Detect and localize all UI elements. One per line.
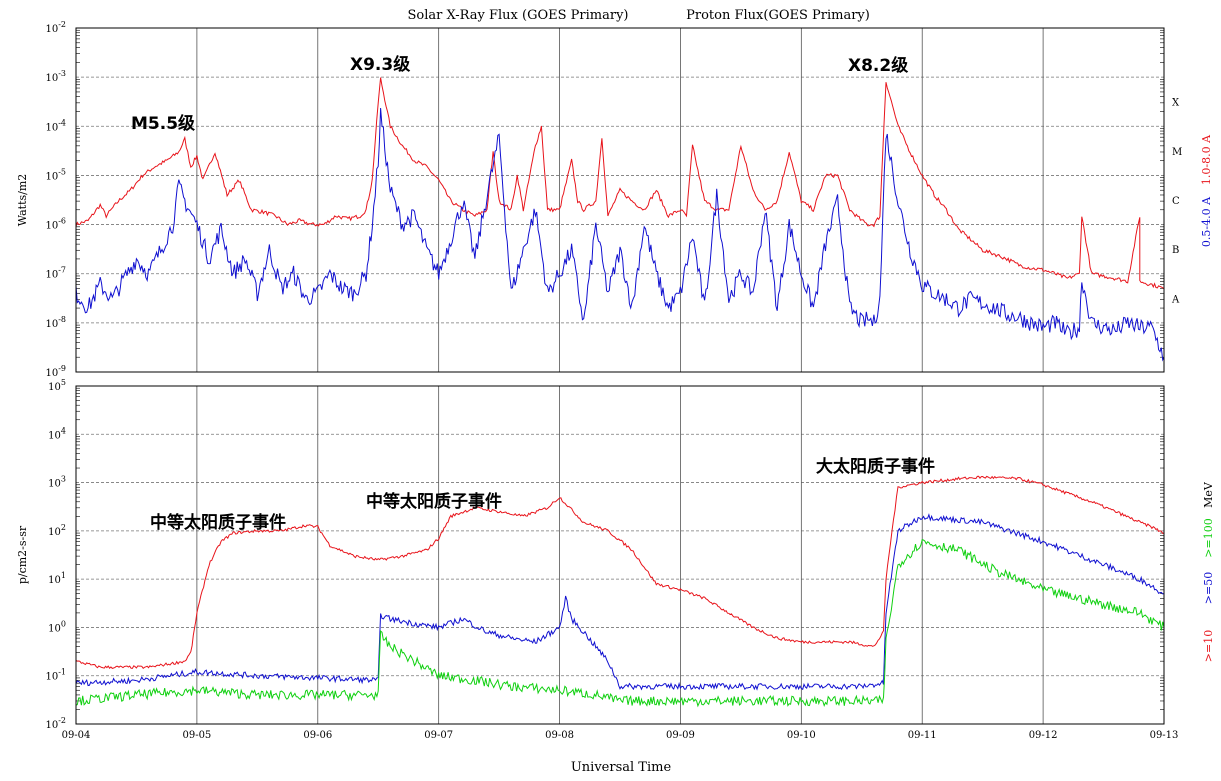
flare-class-labels: X M C B A xyxy=(1171,98,1182,306)
legend-1-8A: 1.0-8.0 A xyxy=(1200,134,1213,185)
series-line-10MeV xyxy=(75,475,1165,670)
xray-plot-frame xyxy=(75,27,1165,373)
y-tick-label: 101 xyxy=(48,571,66,586)
annotation-x82: X8.2级 xyxy=(848,55,908,76)
y-tick-label: 102 xyxy=(48,523,66,538)
y-tick-label: 10-1 xyxy=(45,668,66,683)
y-tick-label: 105 xyxy=(48,378,66,393)
flare-class-A: A xyxy=(1171,294,1180,305)
legend-ge10: >=10 xyxy=(1202,630,1215,662)
legend-ge50: >=50 xyxy=(1202,572,1215,604)
annotation-x93: X9.3级 xyxy=(350,54,410,75)
flare-class-C: C xyxy=(1172,196,1180,207)
legend-ge100: >=100 xyxy=(1202,518,1215,557)
x-tick-label: 09-13 xyxy=(1150,730,1179,741)
series-line-1080A xyxy=(75,77,1165,289)
legend-05-4A: 0.5-4.0 A xyxy=(1200,196,1213,247)
annotation-m55: M5.5级 xyxy=(131,113,195,134)
xray-y-tick-labels: 10-2 10-3 10-4 10-5 10-6 10-7 10-8 10-9 xyxy=(45,20,66,379)
x-tick-label: 09-09 xyxy=(666,730,695,741)
xray-y-axis-label: Watts/m2 xyxy=(16,174,29,227)
y-tick-label: 10-8 xyxy=(45,315,66,330)
x-axis-label: Universal Time xyxy=(571,760,672,775)
x-tick-label: 09-07 xyxy=(424,730,453,741)
x-tick-label: 09-11 xyxy=(908,730,937,741)
series-line-50MeV xyxy=(75,513,1165,691)
flare-class-B: B xyxy=(1172,245,1179,256)
annotation-sep-moderate-2: 中等太阳质子事件 xyxy=(366,491,502,512)
y-tick-label: 10-5 xyxy=(45,167,66,182)
y-tick-label: 10-6 xyxy=(45,217,66,232)
proton-grid xyxy=(76,386,1164,724)
series-line-100MeV xyxy=(75,538,1165,708)
x-tick-label: 09-10 xyxy=(787,730,816,741)
x-tick-labels: 09-04 09-05 09-06 09-07 09-08 09-09 09-10 09-11… xyxy=(62,730,1179,741)
x-tick-label: 09-08 xyxy=(545,730,574,741)
proton-series xyxy=(75,475,1165,708)
x-tick-label: 09-06 xyxy=(303,730,332,741)
y-tick-label: 10-2 xyxy=(45,20,66,35)
flare-class-M: M xyxy=(1172,147,1182,158)
xray-grid xyxy=(76,28,1164,372)
series-line-0540A xyxy=(75,107,1165,362)
y-tick-label: 103 xyxy=(48,475,66,490)
x-tick-label: 09-05 xyxy=(182,730,211,741)
proton-flux-panel: 105 104 103 102 101 100 10-1 10-2 xyxy=(45,378,1165,731)
xray-flux-panel: 10-2 10-3 10-4 10-5 10-6 10-7 10-8 10-9 X M C B A xyxy=(45,20,1182,379)
annotation-sep-large: 大太阳质子事件 xyxy=(816,456,935,477)
x-tick-label: 09-04 xyxy=(62,730,91,741)
proton-plot-frame xyxy=(75,385,1165,725)
y-tick-label: 10-2 xyxy=(45,716,66,731)
annotation-sep-moderate-1: 中等太阳质子事件 xyxy=(150,512,286,533)
y-tick-label: 10-3 xyxy=(45,69,66,84)
xray-series xyxy=(75,77,1165,362)
flare-class-X: X xyxy=(1172,98,1180,109)
xray-title: Solar X-Ray Flux (GOES Primary) xyxy=(408,8,629,23)
legend-mev: MeV xyxy=(1202,481,1215,508)
y-tick-label: 100 xyxy=(48,619,66,634)
proton-y-axis-label: p/cm2-s-sr xyxy=(16,525,29,584)
proton-y-tick-labels: 105 104 103 102 101 100 10-1 10-2 xyxy=(45,378,66,731)
y-tick-label: 104 xyxy=(48,426,66,441)
y-tick-label: 10-9 xyxy=(45,364,66,379)
proton-title: Proton Flux(GOES Primary) xyxy=(686,8,870,23)
y-tick-label: 10-7 xyxy=(45,266,66,281)
x-tick-label: 09-12 xyxy=(1029,730,1058,741)
y-tick-label: 10-4 xyxy=(45,118,66,133)
